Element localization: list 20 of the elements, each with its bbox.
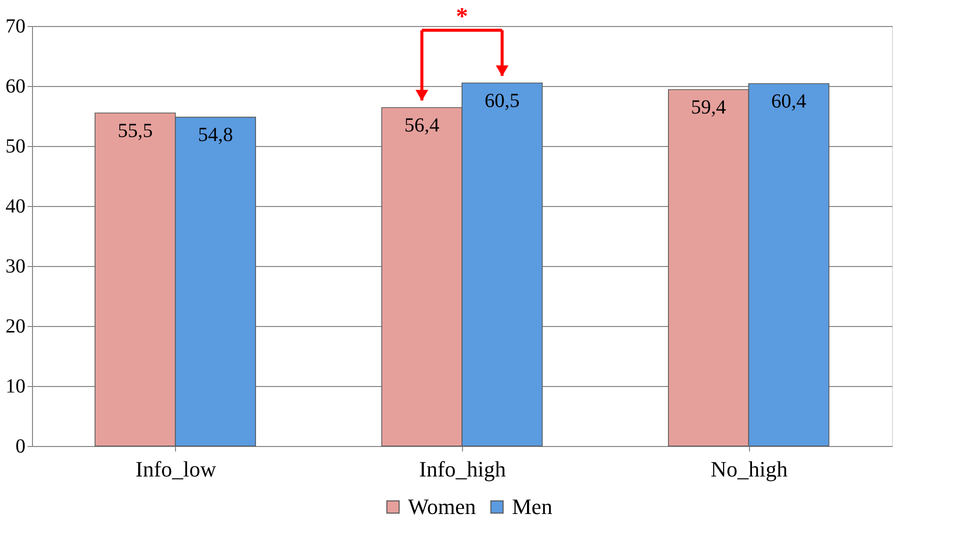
data-label: 60,5 [484,90,520,112]
data-label: 60,4 [771,90,806,113]
x-tick-label: Info_high [419,456,506,482]
y-tick-label: 40 [6,196,26,218]
data-label: 59,4 [691,96,726,119]
legend-label: Women [408,494,476,519]
y-tick-label: 60 [6,76,26,98]
y-tick-label: 30 [6,256,26,278]
data-label: 55,5 [118,120,153,142]
y-tick-label: 70 [6,16,26,38]
x-tick-label: Info_low [136,456,216,482]
legend-label: Men [512,494,552,519]
annotation: * [456,4,468,30]
y-tick-label: 20 [6,316,26,338]
y-tick-label: 0 [16,436,26,458]
y-tick-label: 10 [6,376,26,398]
x-tick-label: No_high [710,456,788,482]
y-tick-label: 50 [6,136,26,158]
data-label: 56,4 [404,114,440,137]
data-label: 54,8 [198,124,233,146]
